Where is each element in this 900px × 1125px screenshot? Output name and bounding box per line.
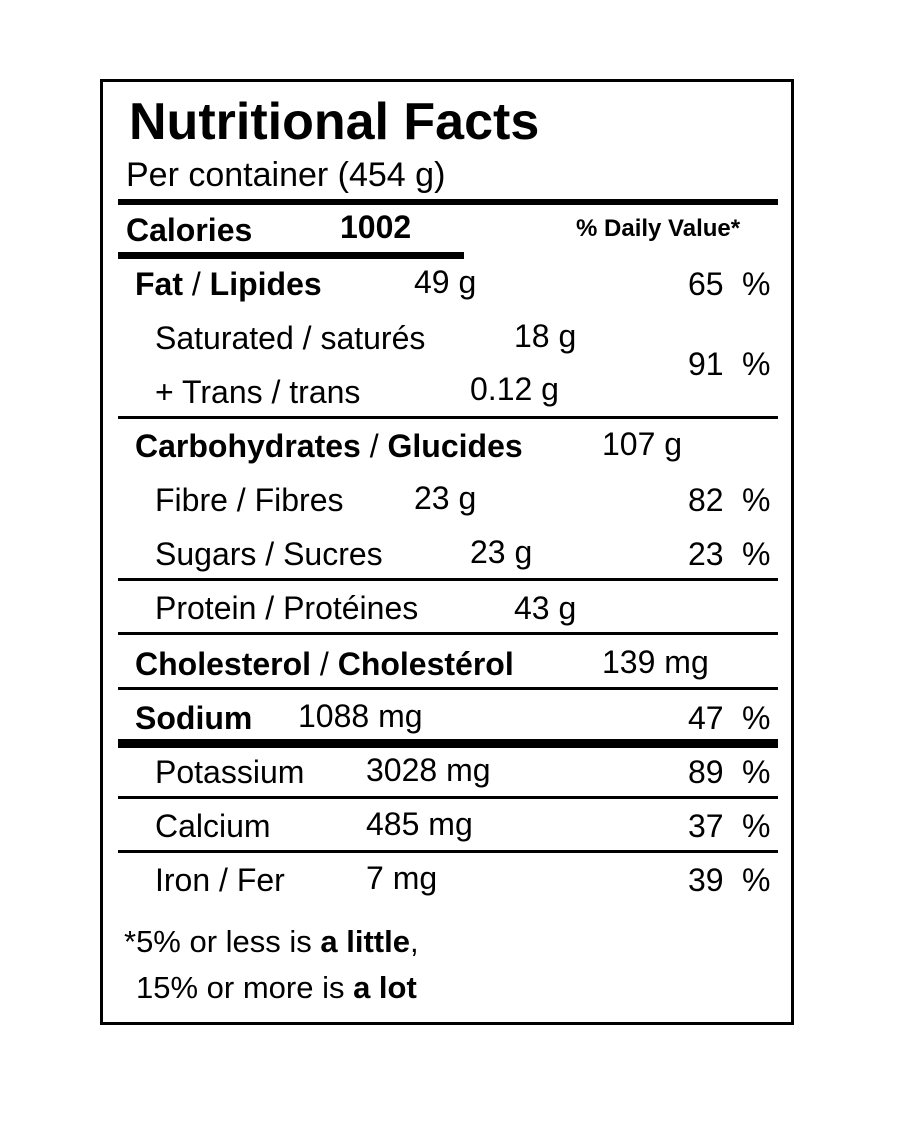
nutrition-facts-panel — [100, 79, 794, 1025]
fibre-dv: 82 — [688, 482, 724, 518]
fat-amount: 49 g — [414, 264, 477, 300]
sat-trans-dv: 91 — [688, 346, 724, 382]
fat-dv: 65 — [688, 266, 724, 302]
sodium-amount: 1088 mg — [298, 698, 423, 734]
sugars-dv: 23 — [688, 536, 724, 572]
sodium-dv: 47 — [688, 700, 724, 736]
trans-label: + Trans / trans — [155, 374, 361, 410]
divider-after-cholesterol — [118, 687, 778, 690]
calories-label: Calories — [126, 212, 253, 248]
calcium-dv-percent: % — [742, 808, 771, 844]
calcium-amount: 485 mg — [366, 806, 473, 842]
fibre-dv-percent: % — [742, 482, 771, 518]
potassium-dv-percent: % — [742, 754, 771, 790]
sugars-amount: 23 g — [470, 534, 533, 570]
thick-divider-after-sodium — [118, 739, 778, 748]
iron-amount: 7 mg — [366, 860, 438, 896]
fat-dv-percent: % — [742, 266, 771, 302]
divider-after-protein — [118, 632, 778, 635]
divider-after-calcium — [118, 850, 778, 853]
calcium-label: Calcium — [155, 808, 271, 844]
potassium-dv: 89 — [688, 754, 724, 790]
sugars-label: Sugars / Sucres — [155, 536, 383, 572]
footnote-line-2: 15% or more is a lot — [136, 970, 417, 1005]
sugars-dv-percent: % — [742, 536, 771, 572]
sodium-dv-percent: % — [742, 700, 771, 736]
calories-value: 1002 — [340, 209, 412, 245]
divider-after-fat — [118, 416, 778, 419]
protein-label: Protein / Protéines — [155, 590, 419, 626]
divider-after-sugars — [118, 578, 778, 581]
trans-amount: 0.12 g — [470, 371, 559, 407]
potassium-amount: 3028 mg — [366, 752, 491, 788]
sodium-label: Sodium — [135, 700, 253, 736]
carbohydrates-amount: 107 g — [602, 426, 683, 462]
panel-title: Nutritional Facts — [129, 93, 540, 151]
sat-trans-dv-percent: % — [742, 346, 771, 382]
protein-amount: 43 g — [514, 590, 577, 626]
fibre-amount: 23 g — [414, 480, 477, 516]
footnote-line-1: *5% or less is a little, — [124, 924, 419, 959]
serving-size: Per container (454 g) — [126, 156, 446, 194]
iron-dv: 39 — [688, 862, 724, 898]
divider-after-potassium — [118, 796, 778, 799]
calories-underline — [118, 252, 464, 259]
fat-label: Fat / Lipides — [135, 266, 322, 302]
carbohydrates-label: Carbohydrates / Glucides — [135, 428, 523, 464]
thick-divider-top — [118, 199, 778, 205]
calcium-dv: 37 — [688, 808, 724, 844]
fibre-label: Fibre / Fibres — [155, 482, 344, 518]
saturated-amount: 18 g — [514, 318, 577, 354]
iron-dv-percent: % — [742, 862, 771, 898]
iron-label: Iron / Fer — [155, 862, 285, 898]
daily-value-header: % Daily Value* — [576, 215, 741, 242]
saturated-label: Saturated / saturés — [155, 320, 426, 356]
cholesterol-label: Cholesterol / Cholestérol — [135, 646, 514, 682]
cholesterol-amount: 139 mg — [602, 644, 709, 680]
potassium-label: Potassium — [155, 754, 305, 790]
